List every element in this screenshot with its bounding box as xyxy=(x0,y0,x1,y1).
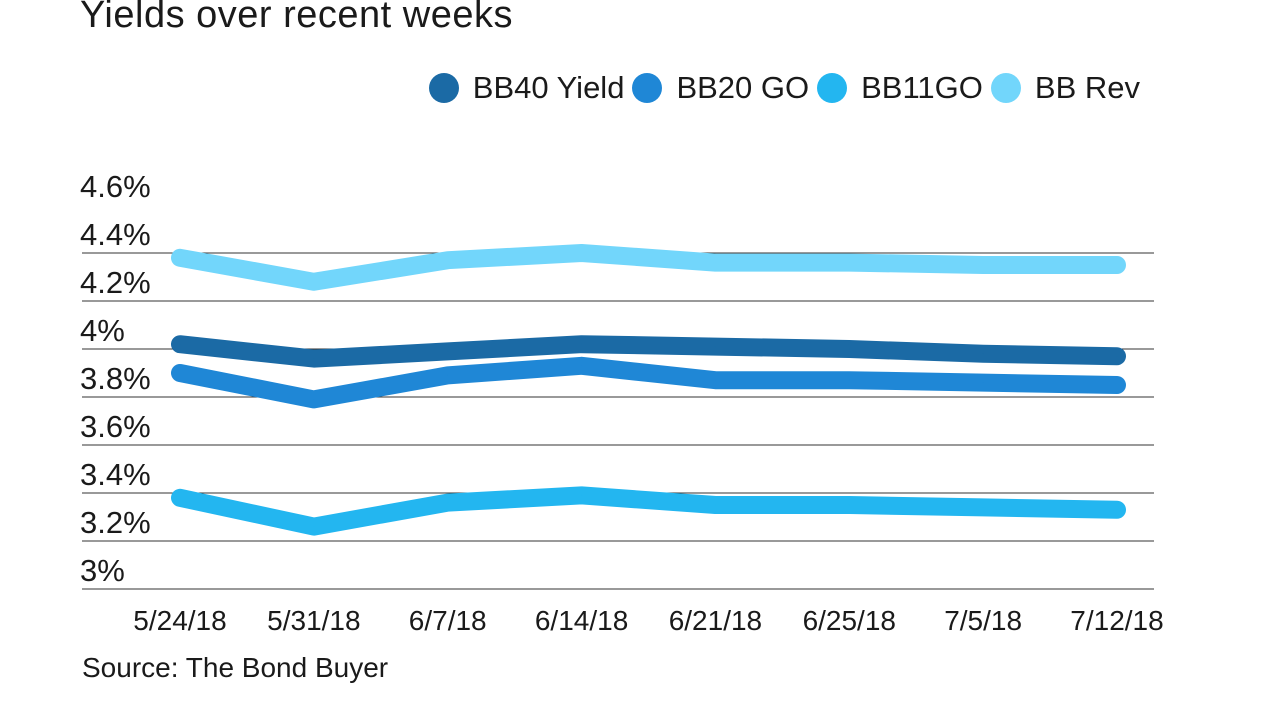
data-point xyxy=(848,262,850,264)
y-tick-label: 3.2% xyxy=(80,505,151,540)
y-tick-label: 3.4% xyxy=(80,457,151,492)
data-point xyxy=(447,350,449,352)
series-line-bb40-yield xyxy=(171,335,1126,368)
data-point xyxy=(1116,355,1118,357)
y-tick-label: 3% xyxy=(80,553,125,588)
series-line-bb20-go xyxy=(171,356,1126,409)
y-tick-label: 4.4% xyxy=(80,217,151,252)
legend-swatch-bb40-yield xyxy=(428,73,459,103)
data-point xyxy=(581,252,583,254)
y-tick-label: 4.6% xyxy=(80,169,151,204)
legend-item-bb40-yield: BB40 Yield xyxy=(428,70,625,106)
data-point xyxy=(313,398,315,400)
legend-label-bb20-go: BB20 GO xyxy=(676,70,810,105)
x-tick-label: 6/21/18 xyxy=(669,605,762,636)
legend-item-bb20-go: BB20 GO xyxy=(632,70,809,106)
series-line-bb11go xyxy=(171,486,1126,536)
legend-swatch-bb20-go xyxy=(632,73,663,103)
grid-layer xyxy=(82,252,1154,590)
data-point xyxy=(1116,264,1118,266)
data-point xyxy=(714,262,716,264)
y-tick-label: 4% xyxy=(80,313,125,348)
series-line-bb-rev xyxy=(171,244,1126,291)
source-note: Source: The Bond Buyer xyxy=(82,652,389,683)
y-tick-label: 3.6% xyxy=(80,409,151,444)
data-point xyxy=(848,379,850,381)
x-tick-label: 5/31/18 xyxy=(267,605,360,636)
data-point xyxy=(982,264,984,266)
x-tick-label: 6/7/18 xyxy=(409,605,487,636)
data-point xyxy=(581,365,583,367)
legend-label-bb11go: BB11GO xyxy=(861,70,983,105)
legend-label-bb40-yield: BB40 Yield xyxy=(472,70,625,105)
data-point xyxy=(313,526,315,528)
x-tick-label: 7/12/18 xyxy=(1070,605,1163,636)
legend-swatch-bb11go xyxy=(817,73,848,103)
data-point xyxy=(179,343,181,345)
data-point xyxy=(581,494,583,496)
data-point xyxy=(179,372,181,374)
y-tick-label: 3.8% xyxy=(80,361,151,396)
x-axis-ticks: 5/24/18 5/31/18 6/7/18 6/14/18 6/21/18 6/25/1… xyxy=(133,605,1163,636)
x-tick-label: 6/25/18 xyxy=(803,605,896,636)
data-point xyxy=(447,259,449,261)
data-point xyxy=(447,502,449,504)
legend: BB40 Yield BB20 GO BB11GO BB Rev xyxy=(421,70,1140,106)
chart-title: Yields over recent weeks xyxy=(80,0,514,36)
data-point xyxy=(179,257,181,259)
series-layer xyxy=(171,244,1126,536)
legend-item-bb11go: BB11GO xyxy=(817,70,983,106)
y-axis-ticks: 4.6% 4.4% 4.2% 4% 3.8% 3.6% 3.4% 3.2% 3% xyxy=(80,169,151,588)
data-point xyxy=(982,382,984,384)
data-point xyxy=(714,379,716,381)
data-point xyxy=(982,506,984,508)
data-point xyxy=(848,348,850,350)
data-point xyxy=(714,504,716,506)
data-point xyxy=(447,374,449,376)
data-point xyxy=(1116,384,1118,386)
y-tick-label: 4.2% xyxy=(80,265,151,300)
data-point xyxy=(1116,509,1118,511)
x-tick-label: 5/24/18 xyxy=(133,605,226,636)
legend-label-bb-rev: BB Rev xyxy=(1034,70,1140,105)
data-point xyxy=(848,504,850,506)
data-point xyxy=(581,343,583,345)
x-tick-label: 7/5/18 xyxy=(944,605,1022,636)
data-point xyxy=(714,346,716,348)
data-point xyxy=(179,497,181,499)
data-point xyxy=(313,281,315,283)
legend-swatch-bb-rev xyxy=(990,73,1021,103)
x-tick-label: 6/14/18 xyxy=(535,605,628,636)
data-point xyxy=(313,358,315,360)
data-point xyxy=(982,353,984,355)
legend-item-bb-rev: BB Rev xyxy=(990,70,1140,106)
